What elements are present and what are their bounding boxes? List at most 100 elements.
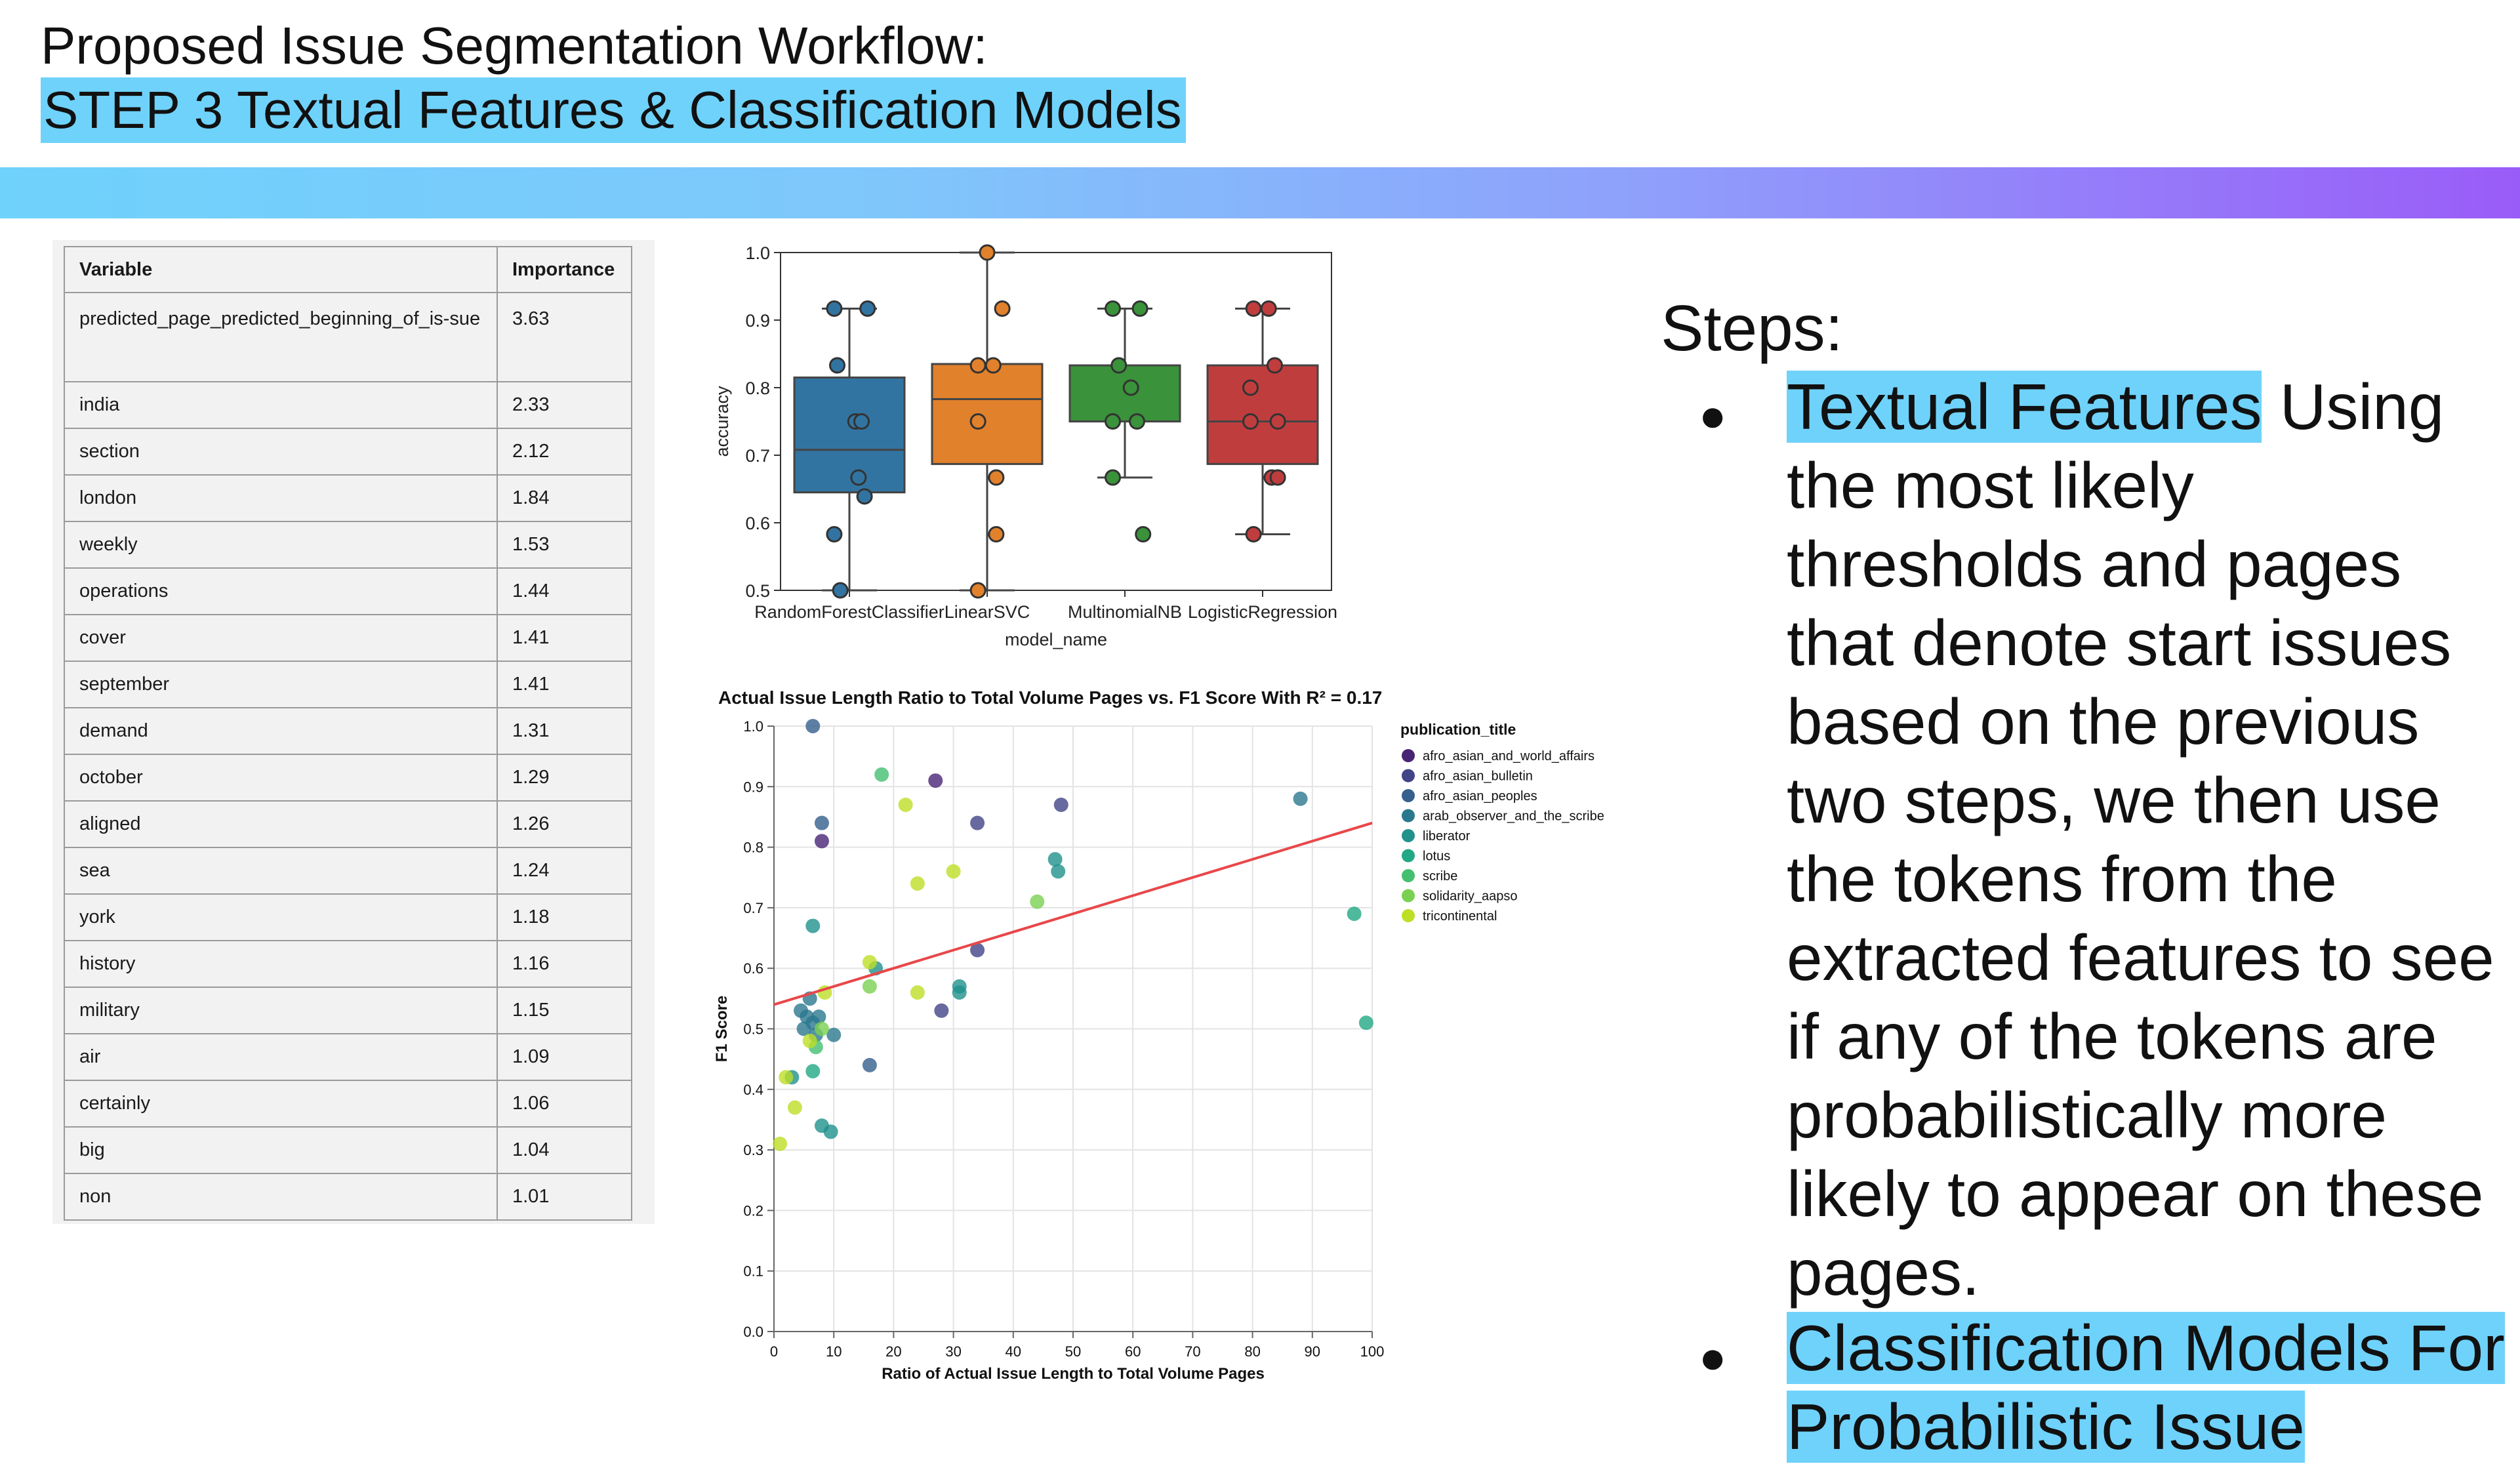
x-tick-label: RandomForestClassifier xyxy=(754,602,945,622)
header-importance: Importance xyxy=(497,246,632,293)
y-tick-label: 0.1 xyxy=(743,1263,763,1280)
data-point xyxy=(1242,379,1259,396)
data-point xyxy=(979,244,996,261)
slide-title-line2: STEP 3 Textual Features & Classification… xyxy=(41,77,1186,143)
importance-cell: 1.84 xyxy=(497,474,632,522)
data-point xyxy=(988,469,1005,486)
y-tick-label: 0.7 xyxy=(743,900,763,916)
scatter-point xyxy=(779,1070,794,1085)
data-point xyxy=(969,357,986,374)
scatter-point xyxy=(970,815,985,830)
legend-swatch xyxy=(1402,809,1415,823)
legend-label: lotus xyxy=(1423,849,1450,864)
variable-cell: october xyxy=(64,754,498,802)
scatter-point xyxy=(862,954,877,969)
data-point xyxy=(988,526,1005,543)
scatter-point xyxy=(794,1003,809,1018)
y-tick-label: 0.4 xyxy=(743,1082,763,1098)
legend-label: solidarity_aapso xyxy=(1423,889,1518,904)
variable-cell: weekly xyxy=(64,521,498,569)
importance-cell: 1.41 xyxy=(497,661,632,708)
data-point xyxy=(994,300,1011,317)
f1-scatter-plot: Actual Issue Length Ratio to Total Volum… xyxy=(713,687,1604,1383)
variable-cell: london xyxy=(64,474,498,522)
variable-cell: air xyxy=(64,1033,498,1081)
scatter-point xyxy=(928,773,943,788)
data-point xyxy=(832,582,849,599)
y-tick-label: 0.7 xyxy=(745,446,770,466)
accuracy-boxplot: 0.5 0.6 0.7 0.8 0.9 1.0 accuracy RandomForestCl… xyxy=(712,243,1337,649)
data-point xyxy=(1269,469,1286,486)
variable-cell: predicted_page_predicted_beginning_of_is… xyxy=(64,292,498,382)
scatter-point xyxy=(862,979,877,994)
variable-cell: demand xyxy=(64,707,498,755)
legend-swatch xyxy=(1402,869,1415,882)
x-tick-label: 100 xyxy=(1360,1343,1385,1360)
step-classification-models: Classification Models For Probabilistic … xyxy=(1787,1309,2508,1466)
legend-label: scribe xyxy=(1423,869,1457,884)
steps-heading: Steps: xyxy=(1661,292,1843,364)
scatter-point xyxy=(773,1136,788,1151)
data-point xyxy=(850,469,867,486)
y-axis-label: F1 Score xyxy=(713,996,731,1062)
table-row: cover 1.41 xyxy=(64,614,632,662)
importance-cell: 1.44 xyxy=(497,567,632,615)
data-point xyxy=(856,488,873,505)
legend-swatch xyxy=(1402,849,1415,863)
legend-label: afro_asian_bulletin xyxy=(1423,769,1533,784)
importance-cell: 1.53 xyxy=(497,521,632,569)
scatter-point xyxy=(811,1009,826,1025)
legend-label: tricontinental xyxy=(1423,909,1497,924)
y-axis-label: accuracy xyxy=(712,386,732,457)
scatter-point xyxy=(946,864,961,879)
x-tick-label: LogisticRegression xyxy=(1188,602,1337,622)
data-point xyxy=(1105,300,1122,317)
variable-cell: history xyxy=(64,940,498,988)
data-point xyxy=(1128,413,1145,430)
scatter-point xyxy=(934,1003,949,1018)
table-row: predicted_page_predicted_beginning_of_is… xyxy=(64,292,632,382)
variable-cell: section xyxy=(64,428,498,476)
y-tick-label: 0.0 xyxy=(743,1324,763,1340)
y-tick-label: 0.5 xyxy=(743,1021,763,1038)
scatter-point xyxy=(874,767,889,782)
importance-cell: 1.06 xyxy=(497,1080,632,1128)
y-tick-label: 0.8 xyxy=(743,840,763,856)
x-tick-label: 70 xyxy=(1185,1343,1200,1360)
importance-table-panel: Variable Importance predicted_page_predi… xyxy=(52,240,655,1224)
y-tick-label: 1.0 xyxy=(745,243,770,263)
legend-swatch xyxy=(1402,749,1415,762)
y-tick-label: 0.9 xyxy=(745,311,770,331)
variable-cell: big xyxy=(64,1126,498,1174)
x-tick-label: 50 xyxy=(1065,1343,1081,1360)
y-tick-label: 0.6 xyxy=(743,960,763,977)
data-point xyxy=(1131,300,1148,317)
table-row: york 1.18 xyxy=(64,893,632,941)
data-point xyxy=(969,582,986,599)
data-point xyxy=(1266,357,1283,374)
variable-cell: cover xyxy=(64,614,498,662)
importance-cell: 1.01 xyxy=(497,1173,632,1221)
table-row: september 1.41 xyxy=(64,661,632,708)
bullet-dot-1: ● xyxy=(1699,390,1727,441)
x-tick-label: MultinomialNB xyxy=(1068,602,1182,622)
variable-cell: non xyxy=(64,1173,498,1221)
step-textual-features: Textual Features Using the most likely t… xyxy=(1787,367,2508,1312)
scatter-point xyxy=(1347,906,1362,922)
box-LogisticRegression xyxy=(1206,364,1319,465)
variable-cell: military xyxy=(64,987,498,1034)
scatter-point xyxy=(1293,791,1308,806)
importance-cell: 2.33 xyxy=(497,381,632,429)
regression-line xyxy=(773,821,1373,1006)
scatter-point xyxy=(802,1033,817,1048)
table-row: big 1.04 xyxy=(64,1126,632,1174)
data-point xyxy=(829,357,846,374)
scatter-point xyxy=(805,1064,821,1079)
y-tick-label: 0.8 xyxy=(745,378,770,398)
scatter-point xyxy=(1030,894,1045,909)
scatter-point xyxy=(862,1057,877,1072)
variable-cell: certainly xyxy=(64,1080,498,1128)
variable-cell: aligned xyxy=(64,800,498,848)
legend-swatch xyxy=(1402,769,1415,783)
y-tick-label: 0.2 xyxy=(743,1202,763,1219)
